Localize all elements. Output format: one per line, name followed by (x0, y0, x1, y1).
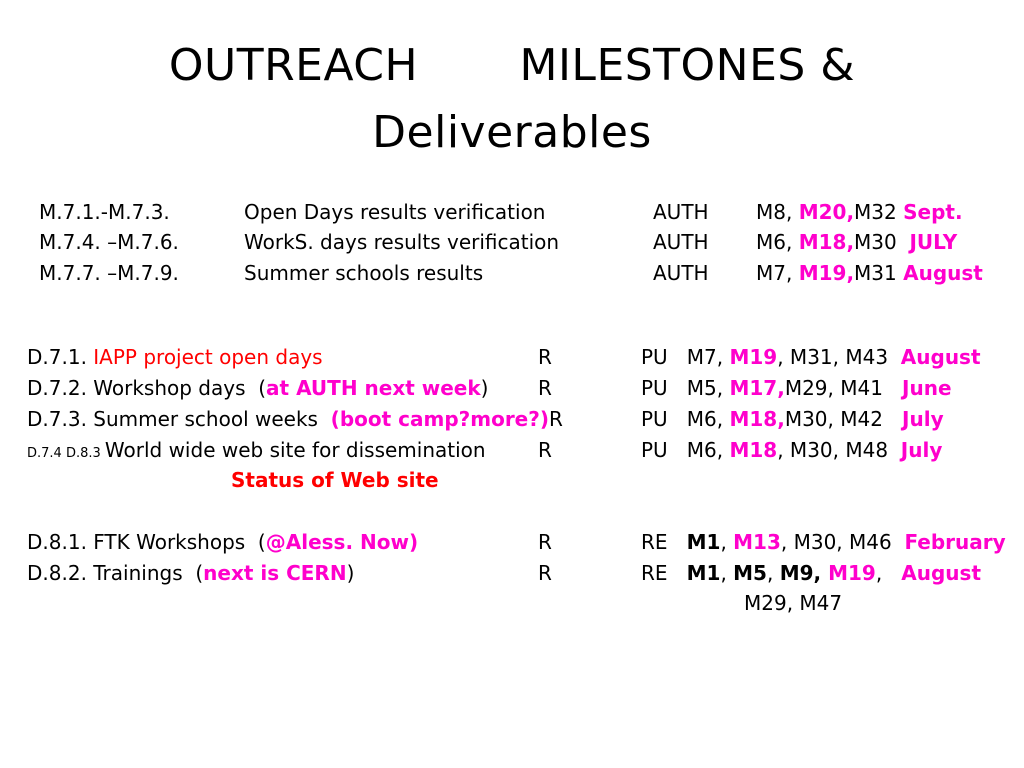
month-code: M7, (686, 345, 730, 369)
month-name: July (900, 438, 943, 462)
month-code: M7, (756, 261, 799, 285)
deliverable-highlight: IAPP project open days (93, 345, 323, 369)
month-code: M8, (756, 200, 799, 224)
deliverable-highlight: next is CERN (203, 561, 347, 585)
month-code-highlight: M19 (828, 561, 876, 585)
month-name: August (900, 345, 981, 369)
deliverable-4-type: R (538, 438, 552, 462)
dissemination-level: PU (641, 407, 687, 431)
deliverable-6-months-cont: M29, M47 (744, 591, 843, 615)
month-code: M6, (756, 230, 799, 254)
dissemination-level: PU (641, 376, 687, 400)
deliverable-2-months: PU M5, M17,M29, M41 June (641, 376, 952, 400)
deliverable-1-title: D.7.1. IAPP project open days (27, 345, 323, 369)
month-code: , M30, M46 (780, 530, 905, 554)
milestone-1-desc: Open Days results verification (244, 200, 546, 224)
deliverable-code: D.7.1. (27, 345, 94, 369)
milestone-3-desc: Summer schools results (244, 261, 484, 285)
milestone-2-partner: AUTH (653, 230, 709, 254)
milestone-2-months: M6, M18,M30 JULY (756, 230, 957, 254)
deliverable-highlight: at AUTH next week (266, 376, 481, 400)
month-name: August (901, 561, 982, 585)
separator: , (720, 561, 734, 585)
slide-title-line1: OUTREACH MILESTONES & (168, 40, 856, 91)
month-name: JULY (909, 230, 958, 254)
deliverable-suffix: ) (480, 376, 489, 400)
dissemination-level: PU (641, 345, 687, 369)
milestone-2-desc: WorkS. days results verification (244, 230, 560, 254)
month-code-highlight: M20, (798, 200, 855, 224)
month-code: , M30, M48 (777, 438, 901, 462)
deliverable-6-title: D.8.2. Trainings (next is CERN) (27, 561, 354, 585)
month-code: M6, (686, 438, 730, 462)
deliverable-3-months: PU M6, M18,M30, M42 July (641, 407, 944, 431)
deliverable-suffix: ) (346, 561, 355, 585)
deliverable-5-type: R (538, 530, 552, 554)
milestone-3-partner: AUTH (653, 261, 709, 285)
deliverable-code: D.8.2. Trainings ( (27, 561, 204, 585)
deliverable-highlight: (boot camp?more?) (330, 407, 549, 431)
deliverable-4-title: D.7.4 D.8.3 World wide web site for diss… (27, 438, 486, 466)
dissemination-level: RE (641, 530, 687, 554)
month-code-bold: M5 (733, 561, 767, 585)
milestone-3-months: M7, M19,M31 August (756, 261, 983, 285)
dissemination-level: RE (641, 561, 687, 585)
month-name: August (903, 261, 983, 285)
deliverable-code: D.8.1. FTK Workshops ( (27, 530, 266, 554)
deliverable-3-title: D.7.3. Summer school weeks (boot camp?mo… (27, 407, 563, 431)
web-status-note: Status of Web site (231, 468, 439, 492)
month-name: February (904, 530, 1006, 554)
month-name: July (902, 407, 944, 431)
deliverable-5-title: D.8.1. FTK Workshops (@Aless. Now) (27, 530, 418, 554)
deliverable-text: World wide web site for dissemination (104, 438, 486, 462)
milestone-3-id: M.7.7. –M.7.9. (39, 261, 179, 285)
deliverable-4-months: PU M6, M18, M30, M48 July (641, 438, 942, 462)
month-name: Sept. (903, 200, 963, 224)
separator: , (720, 530, 734, 554)
deliverable-code: D.7.4 D.8.3 (27, 446, 105, 461)
separator: , (766, 561, 780, 585)
deliverable-2-type: R (538, 376, 552, 400)
month-name: June (902, 376, 952, 400)
month-code: M6, (686, 407, 730, 431)
separator: , (875, 561, 902, 585)
month-code-bold: M1 (686, 561, 721, 585)
month-code-highlight: M19, (798, 261, 855, 285)
month-code-highlight: M17, (729, 376, 785, 400)
month-code-highlight: M18, (798, 230, 855, 254)
month-code-highlight: M13 (733, 530, 781, 554)
month-code: , M31, M43 (777, 345, 901, 369)
month-code-highlight: M19 (729, 345, 778, 369)
deliverable-1-months: PU M7, M19, M31, M43 August (641, 345, 981, 369)
deliverable-6-type: R (538, 561, 552, 585)
month-code-highlight: M18 (729, 438, 778, 462)
deliverable-2-title: D.7.2. Workshop days (at AUTH next week) (27, 376, 488, 400)
dissemination-level: PU (641, 438, 687, 462)
milestone-1-partner: AUTH (653, 200, 709, 224)
month-code: M29, M41 (784, 376, 903, 400)
slide-title-line2: Deliverables (372, 107, 652, 158)
month-code-bold: M9, (779, 561, 829, 585)
month-code: M30 (854, 230, 910, 254)
milestone-1-id: M.7.1.-M.7.3. (39, 200, 170, 224)
deliverable-code: D.7.2. Workshop days ( (27, 376, 267, 400)
month-code: M32 (854, 200, 904, 224)
deliverable-highlight: @Aless. Now) (265, 530, 419, 554)
month-code: M31 (854, 261, 904, 285)
month-code: M5, (686, 376, 730, 400)
deliverable-6-months: RE M1, M5, M9, M19, August (641, 561, 981, 585)
month-code-bold: M1 (686, 530, 721, 554)
deliverable-5-months: RE M1, M13, M30, M46 February (641, 530, 1006, 554)
month-code: M30, M42 (784, 407, 903, 431)
milestone-1-months: M8, M20,M32 Sept. (756, 200, 963, 224)
month-code-highlight: M18, (729, 407, 785, 431)
milestone-2-id: M.7.4. –M.7.6. (39, 230, 179, 254)
deliverable-1-type: R (538, 345, 552, 369)
deliverable-code: D.7.3. Summer school weeks (27, 407, 331, 431)
deliverable-type: R (549, 407, 563, 431)
